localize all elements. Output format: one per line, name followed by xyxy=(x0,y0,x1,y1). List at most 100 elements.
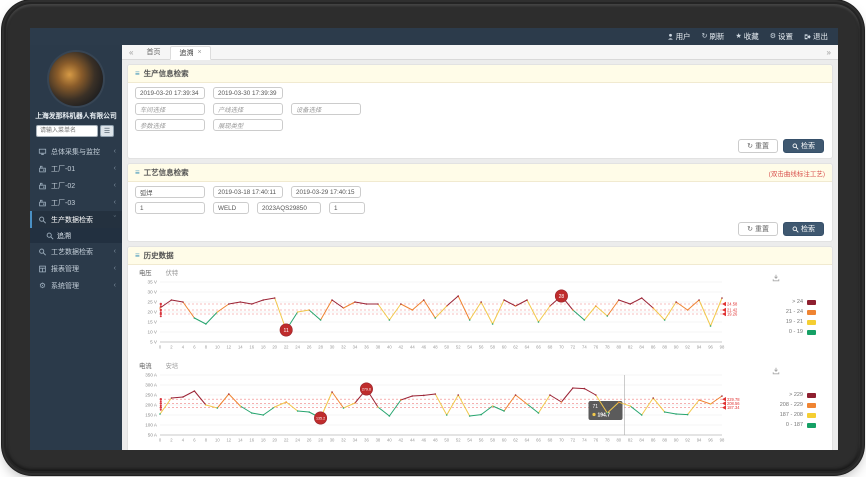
sidebar-item-工厂-03[interactable]: 工厂-03 ‹ xyxy=(30,194,122,211)
sidebar-item-系统管理[interactable]: ⚙ 系统管理 ‹ xyxy=(30,277,122,294)
legend-label: 208 - 229 xyxy=(779,402,803,408)
svg-text:26: 26 xyxy=(307,438,312,443)
tab-label: 首页 xyxy=(146,49,161,56)
sidebar-item-报表管理[interactable]: 报表管理 ‹ xyxy=(30,260,122,277)
date-to-input[interactable] xyxy=(213,87,283,99)
panel-note: (双击曲线标注工艺) xyxy=(768,170,825,178)
legend-item: > 24 xyxy=(792,299,816,305)
svg-text:36: 36 xyxy=(364,438,369,443)
svg-text:0: 0 xyxy=(159,438,162,443)
process-search-panel: ≡ 工艺信息检索 (双击曲线标注工艺) ↻重置 检索 xyxy=(127,163,833,242)
topbar-item-用户[interactable]: 用户 xyxy=(667,31,691,42)
select-车间选择[interactable] xyxy=(135,103,205,115)
tab-追溯[interactable]: 追溯 × xyxy=(170,45,211,60)
svg-text:10 V: 10 V xyxy=(148,330,158,335)
svg-text:11: 11 xyxy=(284,328,289,334)
sidebar-item-工艺数据检索[interactable]: 工艺数据检索 ‹ xyxy=(30,243,122,260)
svg-text:30: 30 xyxy=(330,438,335,443)
select-设备选择[interactable] xyxy=(291,103,361,115)
close-tab-icon[interactable]: × xyxy=(197,49,202,56)
download-icon-button[interactable] xyxy=(772,362,780,380)
search-icon xyxy=(792,226,799,233)
topbar-item-刷新[interactable]: ↻ 刷新 xyxy=(702,31,725,42)
topbar-item-设置[interactable]: ⚙ 设置 xyxy=(770,31,793,42)
legend-swatch xyxy=(807,392,816,398)
field-3[interactable] xyxy=(329,202,365,214)
topbar-item-退出[interactable]: 退出 xyxy=(804,31,828,42)
topbar-item-label: 退出 xyxy=(813,32,828,41)
svg-text:30 V: 30 V xyxy=(148,290,158,295)
svg-text:15 V: 15 V xyxy=(148,320,158,325)
menu-search-input[interactable] xyxy=(36,125,98,137)
chevron-left-icon: ‹ xyxy=(113,165,116,172)
refresh-icon: ↻ xyxy=(747,226,753,233)
svg-text:5 V: 5 V xyxy=(150,340,158,345)
legend-item: 0 - 19 xyxy=(789,329,816,335)
sidebar-item-工厂-01[interactable]: 工厂-01 ‹ xyxy=(30,160,122,177)
svg-text:2: 2 xyxy=(170,345,173,350)
sidebar-item-生产数据检索[interactable]: 生产数据检索 ˇ xyxy=(30,211,122,228)
svg-text:14: 14 xyxy=(238,345,243,350)
topbar-item-收藏[interactable]: ★ 收藏 xyxy=(735,31,758,42)
svg-text:135.2: 135.2 xyxy=(316,416,325,420)
svg-text:74: 74 xyxy=(582,438,587,443)
select-展现类型[interactable] xyxy=(213,119,283,131)
reset-button[interactable]: ↻ 重置 xyxy=(738,222,778,236)
field-1[interactable] xyxy=(213,186,283,198)
reset-button[interactable]: ↻ 重置 xyxy=(738,139,778,153)
sidebar-item-总体采集与监控[interactable]: 总体采集与监控 ‹ xyxy=(30,143,122,160)
content: ≡ 生产信息检索 ↻重置 xyxy=(122,60,838,450)
svg-text:50 A: 50 A xyxy=(148,433,158,438)
axis-name: 电流 xyxy=(139,362,152,370)
svg-text:68: 68 xyxy=(548,345,553,350)
field-0[interactable] xyxy=(135,202,205,214)
sidebar-item-工厂-02[interactable]: 工厂-02 ‹ xyxy=(30,177,122,194)
field-1[interactable] xyxy=(213,202,249,214)
tab-bar: « 首页 追溯 × » xyxy=(122,45,838,60)
refresh-icon: ↻ xyxy=(701,33,708,40)
sidebar-item-label: 总体采集与监控 xyxy=(51,148,100,156)
svg-text:94: 94 xyxy=(697,345,702,350)
svg-text:4: 4 xyxy=(182,345,185,350)
select-产线选择[interactable] xyxy=(213,103,283,115)
list-icon: ≡ xyxy=(135,167,140,177)
tabs-scroll-right[interactable]: » xyxy=(826,47,831,57)
tabs-scroll-left[interactable]: « xyxy=(129,47,134,57)
sidebar-item-label: 工厂-02 xyxy=(51,182,76,190)
sidebar-item-label: 报表管理 xyxy=(51,265,79,273)
sidebar-subitem-追溯[interactable]: 追溯 xyxy=(30,228,122,243)
svg-text:88: 88 xyxy=(662,438,667,443)
svg-text:86: 86 xyxy=(651,438,656,443)
chevron-left-icon: ‹ xyxy=(113,248,116,255)
search-button[interactable]: 检索 xyxy=(783,139,824,153)
svg-text:0: 0 xyxy=(159,345,162,350)
legend-label: 0 - 19 xyxy=(788,329,803,335)
svg-text:80: 80 xyxy=(616,345,621,350)
legend-item: 0 - 187 xyxy=(786,422,816,428)
svg-text:20 V: 20 V xyxy=(148,310,158,315)
search-icon xyxy=(39,248,47,256)
download-icon-button[interactable] xyxy=(772,269,780,287)
line-chart-plot[interactable]: 35 V30 V25 V20 V15 V10 V5 V0 2 4 6 8 10 12 14 16… xyxy=(132,277,744,357)
date-from-input[interactable] xyxy=(135,87,205,99)
topbar-item-label: 用户 xyxy=(675,32,691,41)
menu-search-button[interactable]: ☰ xyxy=(100,125,114,137)
svg-text:84: 84 xyxy=(639,345,644,350)
field-2[interactable] xyxy=(257,202,321,214)
panel-title: 历史数据 xyxy=(143,251,174,260)
svg-text:92: 92 xyxy=(685,438,690,443)
field-2[interactable] xyxy=(291,186,361,198)
legend-swatch xyxy=(807,422,816,428)
select-参数选择[interactable] xyxy=(135,119,205,131)
topbar: 用户 ↻ 刷新 ★ 收藏 ⚙ 设置 退出 xyxy=(30,28,838,45)
search-button[interactable]: 检索 xyxy=(783,222,824,236)
tab-首页[interactable]: 首页 xyxy=(138,45,168,59)
svg-text:92: 92 xyxy=(685,345,690,350)
monitor-icon xyxy=(38,148,47,155)
svg-text:50: 50 xyxy=(444,345,449,350)
panel-title: 生产信息检索 xyxy=(143,69,189,78)
field-0[interactable] xyxy=(135,186,205,198)
svg-text:32: 32 xyxy=(341,345,346,350)
axis-unit: 安培 xyxy=(165,362,179,370)
